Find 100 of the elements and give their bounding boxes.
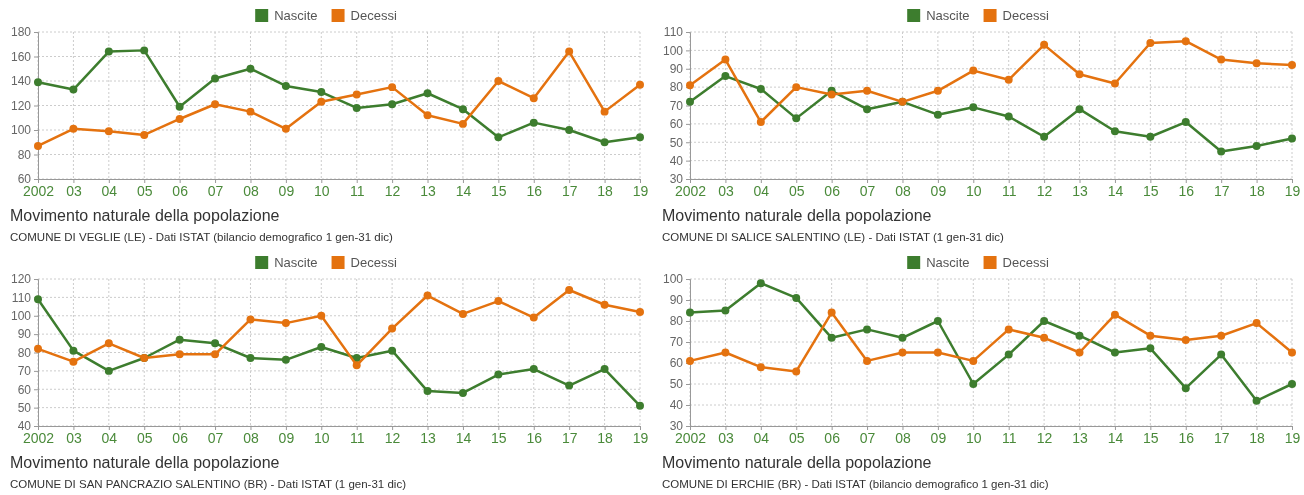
x-tick-label: 17 [561, 429, 578, 446]
point [827, 308, 836, 317]
x-tick-label: 19 [632, 182, 649, 199]
point [281, 81, 290, 90]
point [636, 401, 644, 410]
point [69, 124, 78, 133]
point [1004, 112, 1013, 121]
point [494, 133, 503, 142]
point [756, 363, 765, 372]
x-tick-label: 11 [349, 429, 365, 446]
point [1004, 325, 1013, 334]
point [388, 83, 397, 92]
point [1040, 40, 1049, 49]
point [636, 308, 644, 317]
point [104, 47, 113, 56]
x-tick-label: 17 [1213, 182, 1230, 199]
point [34, 295, 42, 304]
point [317, 97, 326, 106]
point [281, 124, 290, 133]
point [246, 354, 255, 362]
point [34, 141, 42, 150]
point [792, 367, 801, 376]
point [565, 381, 574, 390]
y-tick-label: 60 [669, 117, 684, 132]
y-tick-label: 90 [669, 62, 684, 77]
x-tick-label: 04 [101, 429, 118, 446]
point [34, 78, 42, 87]
point [565, 126, 574, 134]
x-tick-label: 12 [384, 429, 401, 446]
x-tick-label: 06 [824, 429, 841, 446]
x-tick-label: 03 [718, 182, 734, 199]
x-tick-label: 05 [136, 429, 153, 446]
y-tick-label: 50 [17, 400, 32, 415]
point [1181, 335, 1190, 344]
text: Movimento naturale della popolazione [662, 207, 932, 224]
point [1252, 141, 1261, 150]
point [969, 356, 978, 365]
x-tick-label: 05 [788, 182, 805, 199]
point [721, 72, 730, 81]
point [565, 47, 574, 56]
legend-label: Nascite [274, 255, 318, 270]
x-tick-label: 18 [597, 182, 614, 199]
x-tick-label: 09 [930, 429, 947, 446]
point [1288, 61, 1296, 70]
point [211, 350, 220, 359]
x-tick-label: 07 [207, 182, 224, 199]
y-tick-label: 100 [662, 43, 684, 58]
point [246, 64, 255, 73]
y-tick-label: 180 [10, 25, 32, 40]
point [686, 81, 694, 90]
point [1181, 384, 1190, 393]
x-tick-label: 12 [384, 182, 401, 199]
x-tick-label: 10 [314, 429, 330, 446]
point [969, 103, 978, 112]
point [969, 66, 978, 75]
point [1110, 127, 1119, 136]
point [104, 127, 113, 136]
x-tick-label: 03 [66, 182, 82, 199]
text: COMUNE DI VEGLIE (LE) - Dati ISTAT (bilancio demografico 1 gen-31 dic) [10, 231, 393, 243]
point [863, 105, 872, 114]
y-tick-label: 70 [669, 98, 684, 113]
x-tick-label: 19 [1284, 429, 1301, 446]
point [423, 291, 432, 300]
point [317, 88, 326, 97]
point [352, 103, 361, 112]
x-tick-label: 16 [526, 429, 543, 446]
x-tick-label: 09 [930, 182, 947, 199]
point [792, 83, 801, 92]
point [494, 297, 503, 306]
y-tick-label: 90 [669, 293, 684, 308]
point [565, 286, 574, 295]
x-tick-label: 16 [526, 182, 543, 199]
x-tick-label: 09 [278, 429, 295, 446]
x-tick-label: 04 [753, 182, 770, 199]
x-tick-label: 18 [1249, 429, 1266, 446]
point [175, 335, 184, 344]
point [721, 55, 730, 64]
x-tick-label: 08 [243, 182, 259, 199]
point [1075, 105, 1084, 114]
x-tick-label: 07 [207, 429, 224, 446]
point [686, 356, 694, 365]
y-tick-label: 120 [10, 272, 32, 287]
x-tick-label: 08 [243, 429, 259, 446]
y-tick-label: 100 [10, 123, 32, 138]
legend-label: Decessi [350, 255, 397, 270]
x-tick-label: 15 [491, 182, 507, 199]
x-tick-label: 05 [788, 429, 805, 446]
text: Movimento naturale della popolazione [662, 454, 932, 471]
point [69, 85, 78, 94]
x-tick-label: 14 [1107, 182, 1124, 199]
x-tick-label: 11 [1001, 429, 1017, 446]
x-tick-label: 07 [859, 182, 876, 199]
y-tick-label: 110 [663, 25, 684, 40]
point [423, 111, 432, 120]
point [863, 356, 872, 365]
x-tick-label: 08 [895, 429, 911, 446]
point [863, 86, 872, 95]
x-tick-label: 19 [1284, 182, 1301, 199]
x-tick-label: 13 [420, 429, 437, 446]
point [1146, 344, 1155, 353]
